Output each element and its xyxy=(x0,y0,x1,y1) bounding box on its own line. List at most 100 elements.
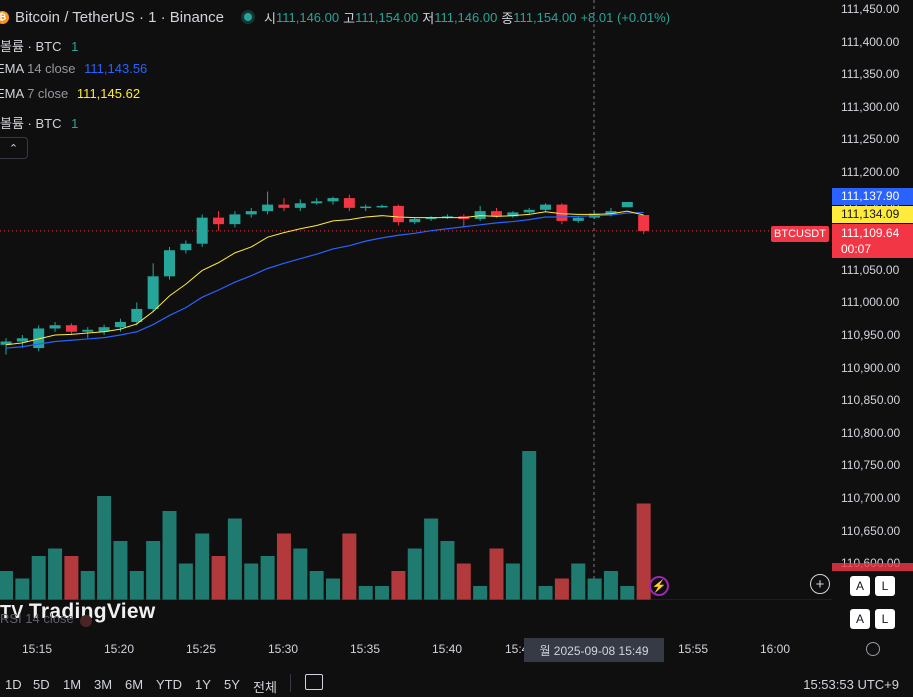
clock[interactable]: 15:53:53 UTC+9 xyxy=(803,677,899,692)
legend-volume-value: 1 xyxy=(71,39,79,54)
auto-scale-button[interactable]: A xyxy=(850,576,870,596)
lightning-alert-icon[interactable]: ⚡ xyxy=(649,576,669,596)
range-button-1m[interactable]: 1M xyxy=(63,677,82,692)
candle-body xyxy=(213,217,225,225)
date-range-icon[interactable] xyxy=(305,674,323,690)
candle-body xyxy=(540,204,552,210)
candle xyxy=(65,323,77,335)
candle-body xyxy=(507,212,519,217)
legend-ema7[interactable]: EMA 7 close 111,145.62 xyxy=(0,86,140,101)
candle-body xyxy=(0,341,12,345)
rsi-log-scale-button[interactable]: L xyxy=(875,609,895,629)
volume-bar xyxy=(554,578,569,600)
ema7-price-tag: 111,134.09 xyxy=(832,206,913,223)
legend-volume[interactable]: 볼륨 · BTC 1 xyxy=(0,36,78,55)
volume-bar xyxy=(276,533,291,600)
candle xyxy=(474,205,486,221)
candle-body xyxy=(360,206,372,209)
candle-body xyxy=(33,328,45,349)
volume-bar xyxy=(244,563,259,600)
candle-body xyxy=(229,214,241,225)
legend-volume-2-value: 1 xyxy=(71,116,79,131)
last-price-value: 111,109.64 xyxy=(841,226,900,240)
candle-body xyxy=(98,327,110,332)
volume-bar xyxy=(227,518,242,600)
price-tick-label: 111,050.00 xyxy=(841,262,900,277)
legend-ema7-value: 111,145.62 xyxy=(76,86,141,101)
range-button-1y[interactable]: 1Y xyxy=(195,677,211,692)
candle-body xyxy=(147,276,159,309)
candle-body xyxy=(491,211,502,217)
last-price-tag: 111,109.64 00:07 xyxy=(832,224,913,258)
candle xyxy=(0,338,12,355)
candle-body xyxy=(638,215,650,231)
candle-body xyxy=(392,205,404,223)
price-chart[interactable] xyxy=(0,0,832,600)
legend-ema14[interactable]: EMA 14 close 111,143.56 xyxy=(0,61,147,76)
volume-bar xyxy=(456,563,471,600)
legend-ema14-params: 14 close xyxy=(27,61,76,76)
price-tick-label: 111,000.00 xyxy=(841,295,900,310)
volume-bar xyxy=(587,578,602,600)
range-button-전체[interactable]: 전체 xyxy=(253,680,277,695)
price-tick-label: 111,300.00 xyxy=(841,99,900,114)
ema7-line xyxy=(5,210,644,346)
low-label: 저 xyxy=(422,10,435,26)
range-button-5d[interactable]: 5D xyxy=(33,677,50,692)
range-button-6m[interactable]: 6M xyxy=(125,677,144,692)
volume-bar xyxy=(473,586,488,600)
range-button-5y[interactable]: 5Y xyxy=(224,677,240,692)
legend-volume-2[interactable]: 볼륨 · BTC 1 xyxy=(0,113,78,132)
price-tick-label: 110,650.00 xyxy=(841,523,901,538)
candle xyxy=(196,214,208,247)
candle-body xyxy=(605,211,617,214)
candle xyxy=(180,240,192,254)
symbol-title[interactable]: Bitcoin / TetherUS · 1 · Binance xyxy=(15,8,224,26)
settings-gear-icon[interactable] xyxy=(866,642,880,656)
add-plus-icon[interactable]: + xyxy=(810,574,830,594)
volume-bar xyxy=(489,548,504,600)
price-tick-label: 111,450.00 xyxy=(841,2,900,16)
time-tick-label: 16:00 xyxy=(759,642,791,656)
price-tick-label: 110,850.00 xyxy=(841,393,901,408)
candle xyxy=(262,191,274,215)
range-button-1d[interactable]: 1D xyxy=(5,677,22,692)
candle-body xyxy=(114,321,126,328)
rsi-error-icon xyxy=(80,615,92,627)
price-axis[interactable]: 111,450.00 111,400.00 111,350.00 111,300.00… xyxy=(832,0,913,600)
tradingview-logo: TV TradingView xyxy=(0,600,156,623)
candle-body xyxy=(425,217,437,220)
candle-body xyxy=(572,217,584,221)
price-tick-label: 110,750.00 xyxy=(841,458,901,473)
volume-bar xyxy=(293,548,308,600)
price-tick-label: 110,950.00 xyxy=(841,328,901,342)
collapse-legend-button[interactable]: ⌃ xyxy=(0,137,28,159)
candle xyxy=(16,335,28,349)
bitcoin-icon: ₿ xyxy=(0,10,9,24)
rsi-legend[interactable]: RSI 14 close xyxy=(0,611,74,626)
time-tick-label: 15:25 xyxy=(185,642,217,656)
rsi-auto-scale-button[interactable]: A xyxy=(850,609,870,629)
symbol-price-label: BTCUSDT xyxy=(771,226,829,242)
volume-bar xyxy=(309,571,324,600)
candle xyxy=(425,216,437,221)
candle xyxy=(164,246,175,280)
candle xyxy=(376,204,388,208)
volume-bar xyxy=(178,563,193,600)
price-tick-label: 110,900.00 xyxy=(841,360,901,375)
time-tick-label: 15:40 xyxy=(431,642,463,656)
range-button-ytd[interactable]: YTD xyxy=(156,677,182,692)
legend-ema7-params: 7 close xyxy=(27,86,69,101)
candle xyxy=(229,211,241,228)
candle xyxy=(507,211,519,218)
time-axis[interactable]: 15:15 15:20 15:25 15:30 15:35 15:40 15:45 15:55… xyxy=(0,638,832,662)
candle-body xyxy=(278,204,290,208)
range-button-3m[interactable]: 3M xyxy=(94,677,113,692)
candle-body xyxy=(82,329,94,332)
log-scale-button[interactable]: L xyxy=(875,576,895,596)
legend-ema14-name: EMA xyxy=(0,61,24,76)
volume-bar xyxy=(211,556,226,600)
price-tick-label: 111,250.00 xyxy=(841,132,900,147)
change-value: +8.01 (+0.01%) xyxy=(580,9,671,25)
volume-bar xyxy=(0,571,13,600)
